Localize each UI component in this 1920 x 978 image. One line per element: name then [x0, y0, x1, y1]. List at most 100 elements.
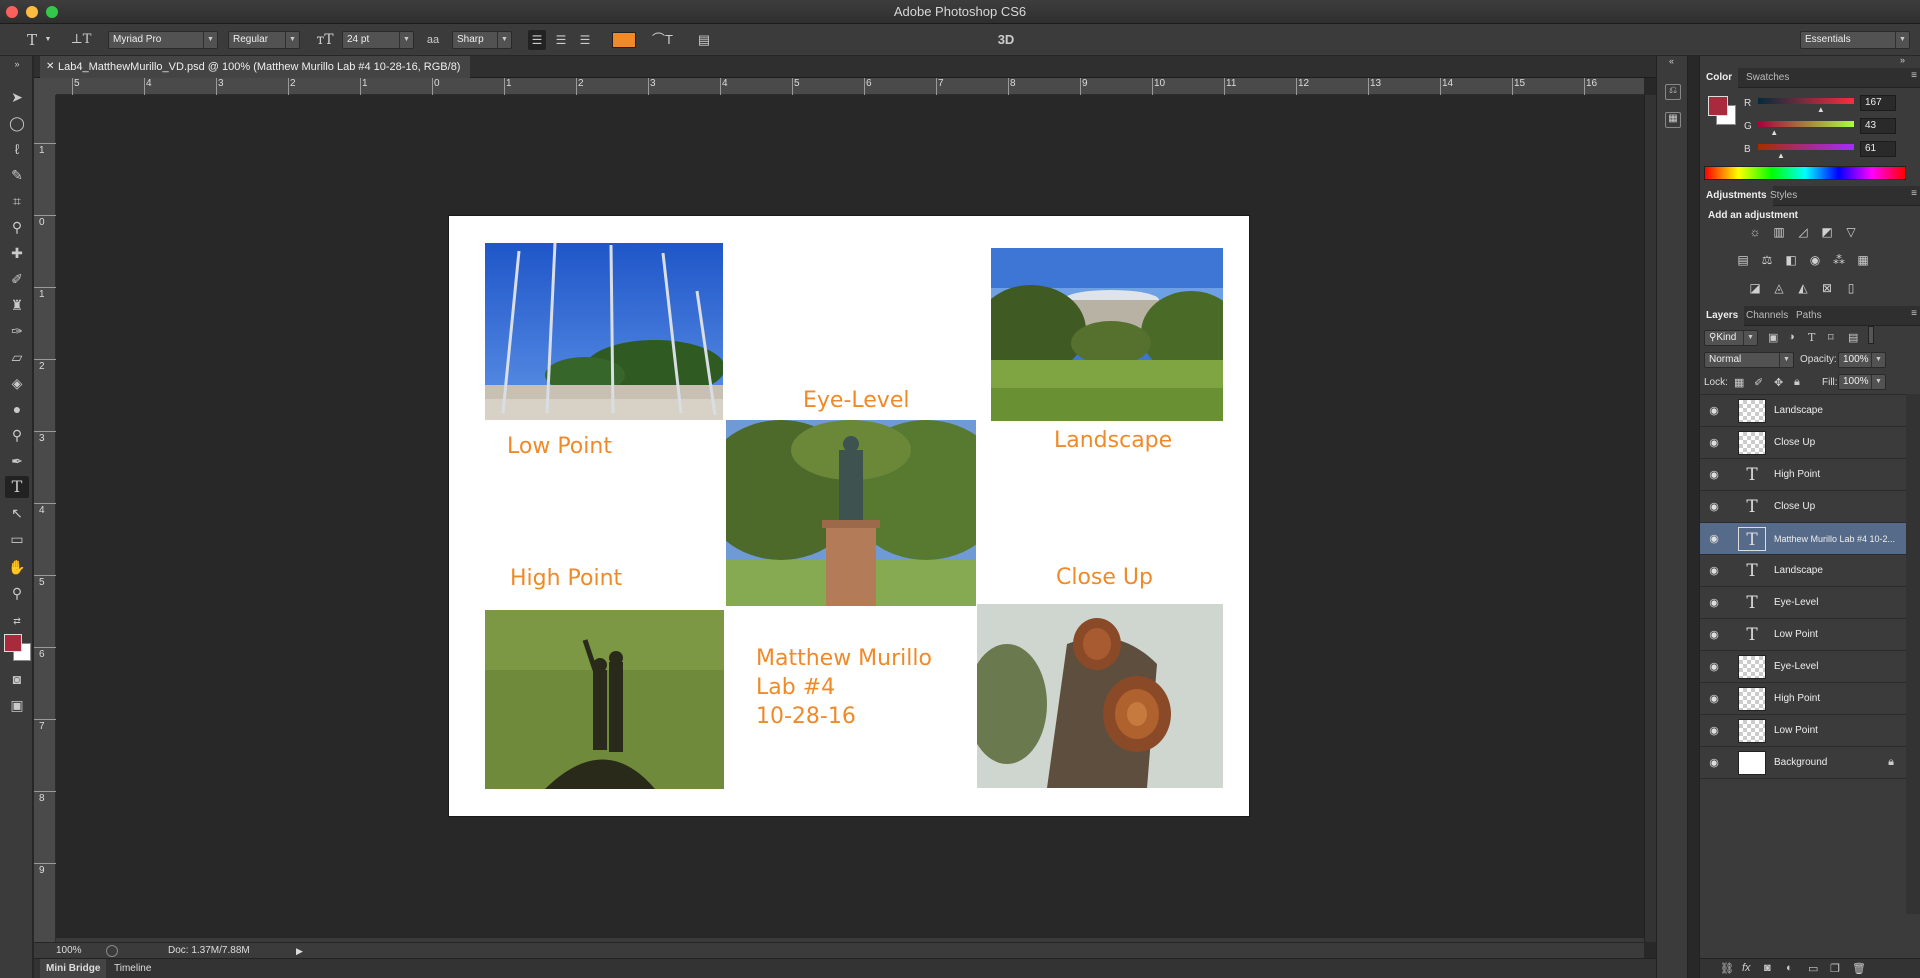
visibility-eye-icon[interactable]: ◉ [1709, 405, 1719, 417]
close-tab-icon[interactable]: ✕ [46, 61, 55, 72]
green-value[interactable]: 43 [1860, 118, 1896, 134]
close-up-photo[interactable] [977, 604, 1223, 788]
pen-tool-icon[interactable]: ✒ [11, 453, 23, 469]
quick-selection-tool-icon[interactable]: ✎ [11, 167, 23, 183]
smart-object-thumbnail[interactable] [1738, 431, 1766, 455]
blur-tool-icon[interactable]: ● [12, 401, 22, 417]
eyedropper-tool-icon[interactable]: ⚲ [11, 219, 23, 235]
smart-object-thumbnail[interactable] [1738, 687, 1766, 711]
layer-name[interactable]: High Point [1774, 693, 1821, 704]
filter-shape-icon[interactable]: ⌑ [1828, 332, 1834, 344]
layer-row[interactable]: ◉ Background 🔒︎ [1700, 747, 1906, 779]
swap-colors-icon[interactable]: ⇄ [13, 616, 21, 626]
layer-name[interactable]: Eye-Level [1774, 661, 1819, 672]
expand-panel-icon[interactable]: » [14, 59, 20, 69]
lasso-tool-icon[interactable]: ℓ [14, 141, 20, 157]
delete-layer-icon[interactable]: 🗑︎ [1852, 963, 1866, 975]
exposure-icon[interactable]: ◩ [1821, 225, 1833, 239]
layer-row[interactable]: ◉ T Close Up [1700, 491, 1906, 523]
caption-high-point[interactable]: High Point [510, 566, 623, 591]
invert-icon[interactable]: ◪ [1749, 281, 1761, 295]
color-panel-foreground-swatch[interactable] [1708, 96, 1728, 116]
high-point-photo[interactable] [485, 610, 724, 789]
layer-row[interactable]: ◉ T Low Point [1700, 619, 1906, 651]
tab-styles[interactable]: Styles [1770, 190, 1798, 201]
visibility-eye-icon[interactable]: ◉ [1709, 437, 1719, 449]
minimize-window-button[interactable] [26, 6, 38, 18]
visibility-eye-icon[interactable]: ◉ [1709, 469, 1719, 481]
font-family-dropdown[interactable]: Myriad Pro ▼ [108, 31, 218, 49]
ruler-origin[interactable] [34, 78, 56, 95]
vertical-scrollbar[interactable] [1644, 95, 1656, 942]
horizontal-ruler[interactable]: 5 4 3 2 1 0 1 2 3 4 5 6 7 8 9 10 11 12 13 14 15 16 [56, 78, 1644, 95]
black-white-icon[interactable]: ◧ [1785, 253, 1797, 267]
align-left-icon[interactable]: ☰ [528, 30, 546, 50]
dodge-tool-icon[interactable]: ⚲ [11, 427, 23, 443]
visibility-eye-icon[interactable]: ◉ [1709, 597, 1719, 609]
quick-mask-icon[interactable]: ◙ [12, 671, 22, 687]
workspace-dropdown[interactable]: Essentials ▼ [1800, 31, 1910, 49]
channel-mixer-icon[interactable]: ⁂ [1833, 253, 1845, 267]
opacity-field[interactable]: 100% ▼ [1838, 352, 1886, 368]
font-style-dropdown[interactable]: Regular ▼ [228, 31, 300, 49]
panel-menu-icon[interactable]: ≡ [1911, 70, 1917, 81]
tab-layers[interactable]: Layers [1700, 306, 1745, 326]
document-tab[interactable]: ✕ Lab4_MatthewMurillo_VD.psd @ 100% (Mat… [40, 56, 471, 78]
caption-close-up[interactable]: Close Up [1056, 565, 1153, 590]
horizontal-scrollbar[interactable] [56, 938, 1644, 942]
caption-eye-level[interactable]: Eye-Level [803, 388, 910, 413]
brightness-contrast-icon[interactable]: ☼ [1749, 225, 1761, 239]
layer-name[interactable]: Close Up [1774, 501, 1816, 512]
new-group-icon[interactable]: ▭ [1808, 963, 1819, 975]
visibility-eye-icon[interactable]: ◉ [1709, 693, 1719, 705]
fill-field[interactable]: 100% ▼ [1838, 374, 1886, 390]
3d-mode-button[interactable]: 3D [997, 32, 1015, 47]
screen-mode-icon[interactable]: ▣ [10, 697, 24, 713]
blue-slider[interactable] [1758, 144, 1854, 150]
link-layers-icon[interactable]: ⛓ [1720, 963, 1734, 975]
photo-filter-icon[interactable]: ◉ [1809, 253, 1821, 267]
layer-row[interactable]: ◉ T High Point [1700, 459, 1906, 491]
hue-saturation-icon[interactable]: ▤ [1737, 253, 1749, 267]
caption-low-point[interactable]: Low Point [507, 434, 612, 459]
low-point-photo[interactable] [485, 243, 723, 420]
zoom-tool-icon[interactable]: ⚲ [11, 585, 23, 601]
filter-toggle-switch[interactable] [1868, 326, 1874, 344]
paint-bucket-tool-icon[interactable]: ◈ [11, 375, 23, 391]
align-right-icon[interactable]: ☰ [579, 33, 591, 47]
caption-signature[interactable]: Matthew Murillo Lab #4 10-28-16 [756, 644, 932, 731]
visibility-eye-icon[interactable]: ◉ [1709, 725, 1719, 737]
color-balance-icon[interactable]: ⚖ [1761, 253, 1773, 267]
warp-text-icon[interactable]: ⌒T [652, 32, 673, 47]
properties-panel-icon[interactable]: ▦ [1665, 112, 1681, 128]
tab-color[interactable]: Color [1700, 68, 1739, 88]
caption-landscape[interactable]: Landscape [1054, 428, 1173, 453]
layer-name[interactable]: Eye-Level [1774, 597, 1819, 608]
vertical-ruler[interactable]: 1 0 1 2 3 4 5 6 7 8 9 [34, 95, 56, 942]
panel-menu-icon[interactable]: ≡ [1911, 308, 1917, 319]
visibility-eye-icon[interactable]: ◉ [1709, 565, 1719, 577]
spot-healing-brush-icon[interactable]: ✚ [11, 245, 23, 261]
levels-icon[interactable]: ▥ [1773, 225, 1785, 239]
visibility-eye-icon[interactable]: ◉ [1709, 757, 1719, 769]
new-layer-icon[interactable]: ❐ [1830, 963, 1840, 975]
layer-filter-dropdown[interactable]: ⚲Kind ▼ [1704, 330, 1758, 346]
visibility-eye-icon[interactable]: ◉ [1709, 661, 1719, 673]
layer-name[interactable]: Background [1774, 757, 1828, 768]
visibility-eye-icon[interactable]: ◉ [1709, 533, 1719, 545]
type-tool-icon[interactable]: T [5, 476, 29, 498]
history-brush-tool-icon[interactable]: ✑ [11, 323, 23, 339]
path-selection-tool-icon[interactable]: ↖ [11, 505, 23, 521]
vibrance-icon[interactable]: ▽ [1846, 225, 1856, 239]
document-canvas[interactable]: Low Point Eye-Level Landscape High Point… [449, 216, 1249, 816]
layer-row[interactable]: ◉ Eye-Level [1700, 651, 1906, 683]
layer-row[interactable]: ◉ Close Up [1700, 427, 1906, 459]
align-center-icon[interactable]: ☰ [555, 33, 567, 47]
collapse-panels-icon[interactable]: » [1900, 55, 1906, 65]
green-slider-thumb[interactable]: ▲ [1770, 128, 1779, 137]
layer-name[interactable]: Landscape [1774, 405, 1823, 416]
tab-timeline[interactable]: Timeline [114, 963, 152, 974]
tab-paths[interactable]: Paths [1796, 310, 1822, 321]
visibility-eye-icon[interactable]: ◉ [1709, 629, 1719, 641]
red-slider-thumb[interactable]: ▲ [1816, 105, 1825, 114]
